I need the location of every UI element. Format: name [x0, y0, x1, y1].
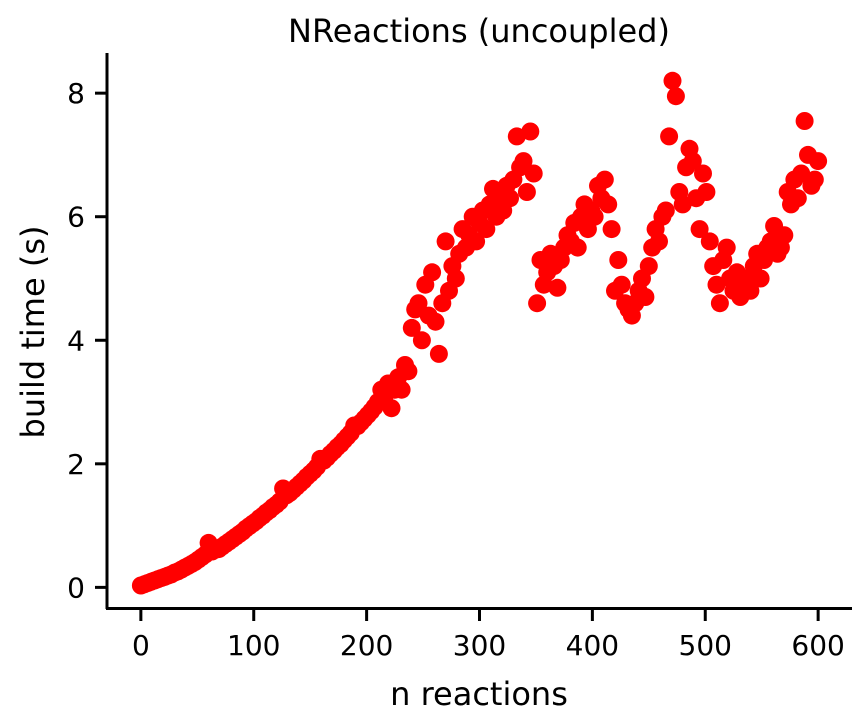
data-point — [663, 71, 682, 90]
data-point — [656, 201, 675, 220]
data-point — [809, 152, 828, 171]
data-point — [548, 278, 567, 297]
data-point — [507, 127, 526, 146]
data-point — [602, 220, 621, 239]
data-point — [612, 275, 631, 294]
data-point — [429, 344, 448, 363]
data-point — [528, 294, 547, 313]
data-point — [690, 220, 709, 239]
data-point — [666, 87, 685, 106]
data-point — [660, 127, 679, 146]
x-tick-label: 0 — [132, 629, 150, 662]
data-point — [599, 195, 618, 214]
y-tick-label: 2 — [67, 448, 85, 481]
data-point — [792, 164, 811, 183]
data-point — [392, 380, 411, 399]
data-point — [436, 232, 455, 251]
data-point — [694, 164, 712, 183]
y-axis-ticks: 0 2 4 6 8 — [67, 77, 107, 604]
data-point — [423, 263, 442, 282]
data-point — [805, 170, 824, 189]
data-point — [775, 226, 794, 245]
x-tick-label: 500 — [679, 629, 732, 662]
data-point — [795, 112, 814, 130]
data-point — [595, 170, 614, 189]
data-point — [399, 362, 418, 381]
data-point — [639, 257, 658, 276]
data-point — [673, 195, 692, 214]
x-axis-ticks: 0 100 200 300 400 500 600 — [132, 609, 845, 662]
data-point — [700, 232, 719, 251]
x-tick-label: 200 — [340, 629, 393, 662]
data-point — [741, 281, 760, 300]
data-point — [636, 288, 655, 306]
y-tick-label: 8 — [67, 77, 85, 110]
data-point — [707, 275, 726, 294]
y-tick-label: 4 — [67, 324, 85, 357]
data-point — [409, 294, 428, 313]
data-point — [446, 269, 465, 288]
data-point — [585, 207, 604, 226]
chart-title: NReactions (uncoupled) — [288, 12, 670, 50]
data-point — [751, 269, 770, 288]
data-point — [514, 152, 533, 171]
data-point — [717, 238, 736, 257]
data-point — [477, 220, 496, 239]
data-point — [650, 232, 668, 251]
y-tick-label: 6 — [67, 201, 85, 234]
data-point — [788, 189, 807, 208]
y-axis-label: build time (s) — [14, 226, 52, 439]
data-point — [426, 312, 445, 331]
data-point — [521, 122, 540, 141]
data-point — [568, 238, 587, 257]
data-point — [683, 152, 702, 171]
data-point — [609, 251, 628, 269]
data-point — [524, 164, 543, 183]
x-tick-label: 600 — [791, 629, 844, 662]
data-point — [710, 294, 729, 313]
y-tick-label: 0 — [67, 571, 85, 604]
data-points — [131, 71, 828, 595]
x-tick-label: 100 — [227, 629, 280, 662]
data-point — [501, 189, 519, 208]
data-point — [517, 183, 536, 201]
x-tick-label: 300 — [453, 629, 506, 662]
x-axis-label: n reactions — [390, 675, 568, 713]
data-point — [467, 232, 486, 251]
data-point — [402, 318, 421, 337]
data-point — [697, 183, 716, 201]
data-point — [412, 331, 431, 350]
x-tick-label: 400 — [566, 629, 619, 662]
data-point — [382, 399, 401, 418]
